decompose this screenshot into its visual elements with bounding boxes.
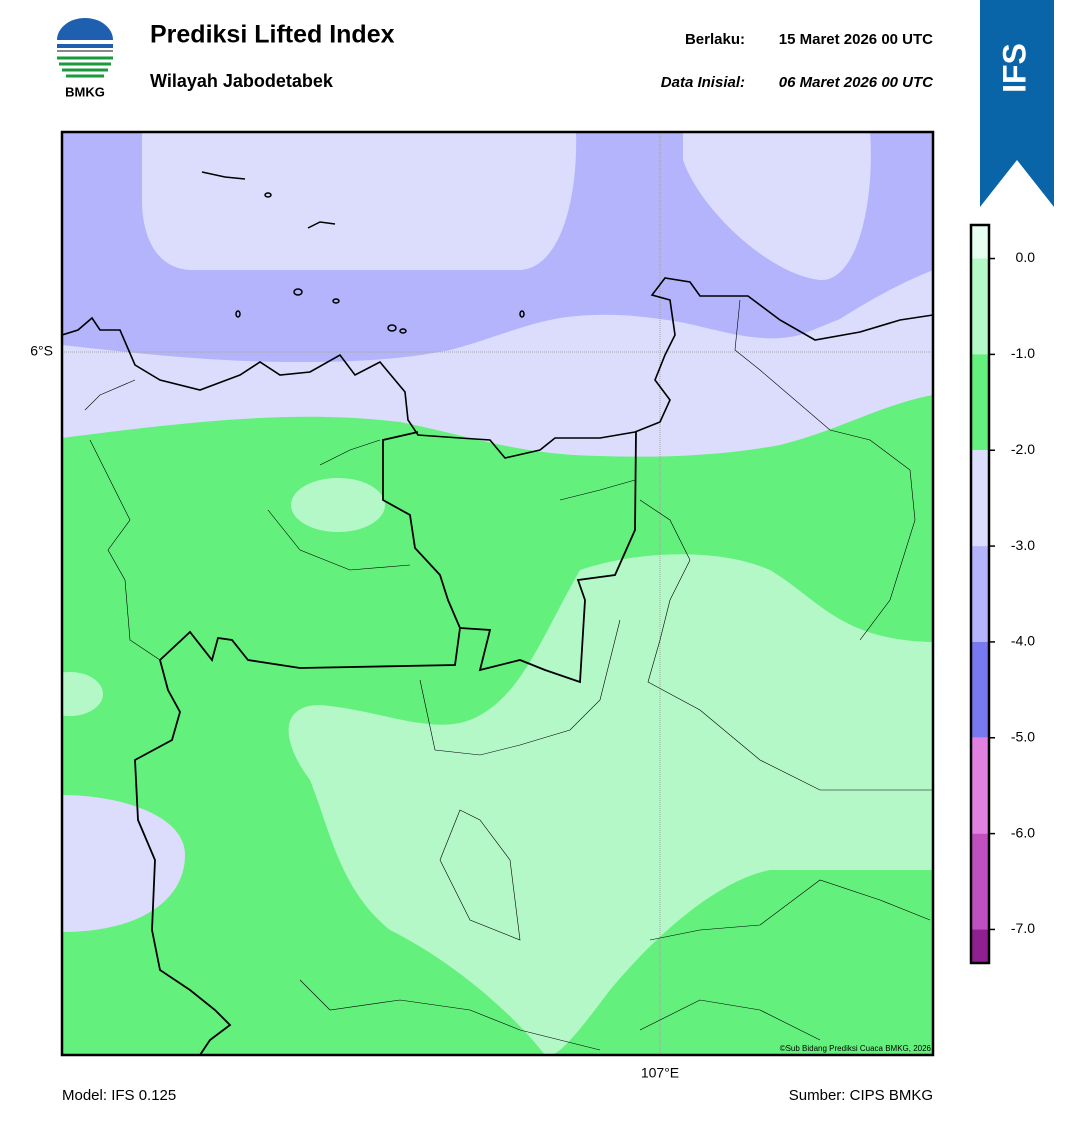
footer-source: Sumber: CIPS BMKG	[789, 1087, 933, 1104]
colorbar-band	[971, 258, 989, 355]
colorbar-band	[971, 641, 989, 738]
colorbar-band	[971, 354, 989, 451]
colorbar-tick-label: 0.0	[1016, 249, 1036, 265]
colorbar-tick-label: -5.0	[1011, 728, 1035, 744]
subtitle: Wilayah Jabodetabek	[150, 71, 334, 91]
init-value: 06 Maret 2026 00 UTC	[779, 74, 934, 91]
colorbar-tick-label: -1.0	[1011, 345, 1035, 361]
title: Prediksi Lifted Index	[150, 21, 395, 49]
colorbar-band	[971, 737, 989, 834]
colorbar-tick-label: -3.0	[1011, 537, 1035, 553]
footer-model: Model: IFS 0.125	[62, 1087, 176, 1104]
colorbar-band	[971, 225, 989, 259]
valid-value: 15 Maret 2026 00 UTC	[779, 31, 933, 48]
colorbar-tick-label: -4.0	[1011, 633, 1035, 649]
colorbar: 0.0 -1.0 -2.0 -3.0 -4.0 -5.0 -6.0 -7.0	[969, 223, 1036, 965]
colorbar-band	[971, 450, 989, 547]
logo: BMKG	[57, 18, 113, 99]
colorbar-frame	[969, 223, 991, 965]
colorbar-tick-label: -6.0	[1011, 824, 1035, 840]
valid-label: Berlaku:	[685, 31, 745, 48]
lat-label: 6°S	[30, 343, 53, 359]
colorbar-tick-label: -7.0	[1011, 920, 1035, 936]
colorbar-band	[971, 833, 989, 930]
map-frame	[60, 130, 935, 1057]
credit: ©Sub Bidang Prediksi Cuaca BMKG, 2026	[780, 1044, 932, 1053]
init-label: Data Inisial:	[661, 74, 745, 91]
badge-text: IFS	[996, 43, 1032, 93]
lon-label: 107°E	[641, 1065, 679, 1081]
map: ©Sub Bidang Prediksi Cuaca BMKG, 2026	[62, 132, 933, 1055]
colorbar-tick-label: -2.0	[1011, 441, 1035, 457]
logo-text: BMKG	[65, 84, 105, 99]
colorbar-band	[971, 929, 989, 963]
colorbar-band	[971, 546, 989, 642]
badge	[980, 0, 1054, 207]
